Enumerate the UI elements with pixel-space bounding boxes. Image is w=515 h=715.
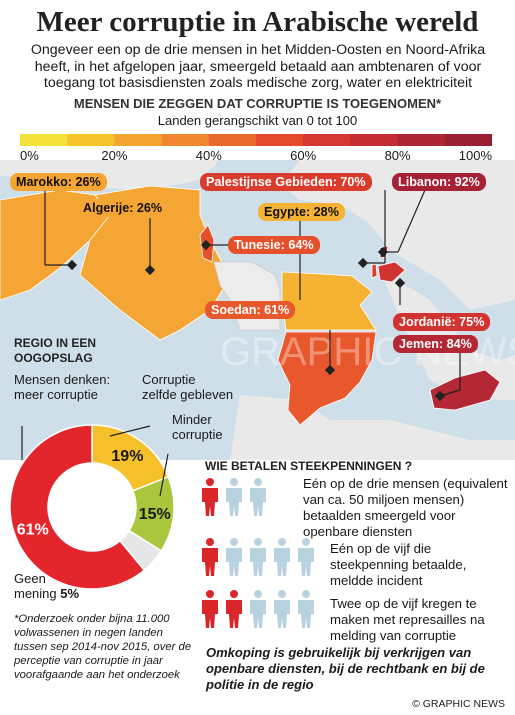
label-algerije: Algerije: 26% xyxy=(77,199,169,217)
person-icon xyxy=(298,590,314,628)
scale-tick: 20% xyxy=(101,148,128,163)
scale-segment xyxy=(208,134,257,146)
label-geen-line1: Geen xyxy=(14,571,46,586)
label-minder-line2: corruptie xyxy=(172,427,223,442)
person-icon xyxy=(250,478,266,516)
scale-tick: 40% xyxy=(195,148,222,163)
person-icon xyxy=(250,538,266,576)
country-palestijnse-gebieden xyxy=(371,263,378,279)
label-egypte: Egypte: 28% xyxy=(258,203,345,221)
person-icon xyxy=(202,478,218,516)
person-icon xyxy=(226,478,242,516)
label-tunesie: Tunesie: 64% xyxy=(228,236,320,254)
payments-heading: Wie betalen steekpenningen ? xyxy=(205,459,413,473)
regio-title-line1: Regio in een xyxy=(14,336,97,350)
payments-row-3-text: Twee op de vijf kregen te maken met repr… xyxy=(330,596,485,643)
person-icon xyxy=(202,590,218,628)
label-meer-line1: Mensen denken: xyxy=(14,372,111,387)
country-algerije xyxy=(79,185,231,341)
person-icon xyxy=(226,538,242,576)
map-heading-text: Mensen die zeggen dat corruptie is toege… xyxy=(73,96,442,111)
label-jordanie: Jordanië: 75% xyxy=(393,313,491,331)
person-icon xyxy=(202,538,218,576)
map-subheading: Landen gerangschikt van 0 tot 100 xyxy=(157,113,358,128)
label-soedan: Soedan: 61% xyxy=(205,301,296,319)
label-zelfde-line1: Corruptie xyxy=(142,372,196,387)
label-libanon: Libanon: 92% xyxy=(392,173,486,191)
regio-title: Regio in een oogopslag xyxy=(14,336,96,366)
leader-lines xyxy=(44,189,461,402)
geen-text: mening xyxy=(14,586,57,601)
footer-statement: Omkoping is gebruikelijk bij verkrijgen … xyxy=(206,645,485,692)
asia-land xyxy=(280,160,515,310)
scale-segment xyxy=(114,134,163,146)
footnote: *Onderzoek onder bijna 11.000 volwassene… xyxy=(14,613,192,681)
donut-chart: 19% 15% 61% xyxy=(9,424,175,590)
color-scale xyxy=(20,134,492,146)
geen-value: 5% xyxy=(60,586,80,601)
label-zelfde-gebleven: Corruptie zelfde gebleven xyxy=(142,372,233,402)
regio-title-line2: oogopslag xyxy=(14,351,93,365)
scale-segment xyxy=(67,134,115,146)
label-zelfde-line2: zelfde gebleven xyxy=(142,387,234,402)
scale-segment xyxy=(397,134,446,146)
person-icon xyxy=(274,538,290,576)
person-icon xyxy=(274,590,290,628)
intro-text: Ongeveer een op de drie mensen in het Mi… xyxy=(30,42,486,91)
scale-segment xyxy=(444,134,492,146)
people-icons xyxy=(202,478,314,628)
donut-value-label: 61% xyxy=(17,521,49,538)
country-jordanie xyxy=(377,261,406,283)
label-marokko: Marokko: 26% xyxy=(10,173,107,191)
scale-tick: 0% xyxy=(20,148,39,163)
label-geen-mening: Geen mening 5% xyxy=(14,571,79,601)
scale-tick: 60% xyxy=(290,148,317,163)
donut-leader-line xyxy=(109,425,151,437)
label-meer-line2: meer corruptie xyxy=(14,387,98,402)
label-geen-line2: mening 5% xyxy=(14,586,79,601)
credit: © GRAPHIC NEWS xyxy=(412,698,505,710)
country-soedan xyxy=(277,331,377,426)
donut-value-label: 19% xyxy=(111,448,143,465)
label-minder-line1: Minder xyxy=(172,412,212,427)
label-meer-corruptie: Mensen denken: meer corruptie xyxy=(14,372,110,402)
scale-segment xyxy=(350,134,399,146)
donut-leader-line xyxy=(159,453,169,497)
label-jemen: Jemen: 84% xyxy=(393,335,478,353)
scale-tick: 100% xyxy=(458,148,492,163)
label-minder-corruptie: Minder corruptie xyxy=(172,412,223,442)
payments-row-1-text: Eén op de drie mensen (equivalent van ca… xyxy=(303,476,508,539)
person-icon xyxy=(250,590,266,628)
scale-segment xyxy=(161,134,210,146)
map-heading: Mensen die zeggen dat corruptie is toege… xyxy=(0,96,515,111)
scale-segment xyxy=(256,134,304,146)
scale-segment xyxy=(20,134,68,146)
europe-land xyxy=(0,160,220,190)
donut-slice xyxy=(9,424,146,590)
person-icon xyxy=(298,538,314,576)
scale-tick: 80% xyxy=(384,148,411,163)
label-palestijnse-gebieden: Palestijnse Gebieden: 70% xyxy=(200,173,372,191)
donut-value-label: 15% xyxy=(139,506,171,523)
scale-segment xyxy=(303,134,351,146)
page-title: Meer corruptie in Arabische wereld xyxy=(36,6,479,38)
payments-row-2-text: Eén op de vijf die steekpenning betaalde… xyxy=(330,541,467,588)
person-icon xyxy=(226,590,242,628)
